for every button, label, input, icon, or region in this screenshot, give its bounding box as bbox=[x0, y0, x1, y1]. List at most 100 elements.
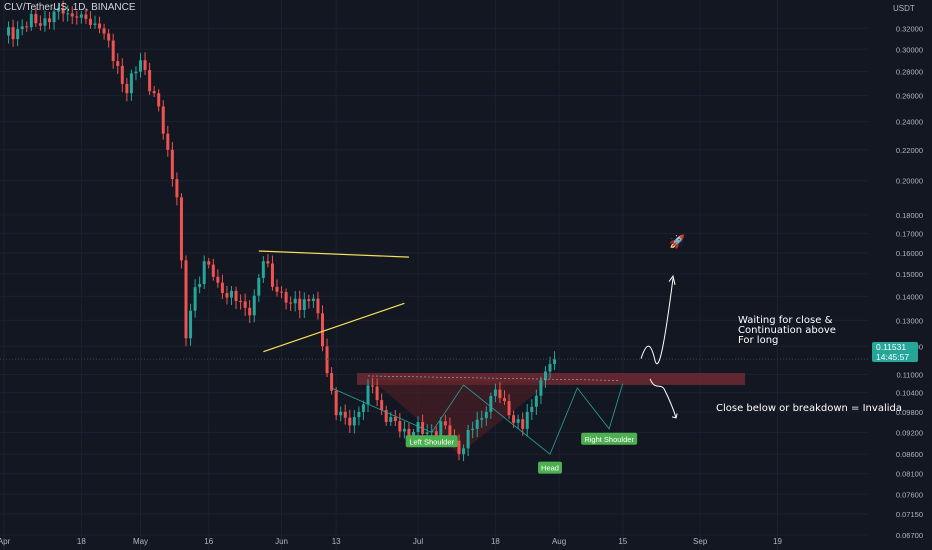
price-tick-label: 0.18000 bbox=[896, 211, 923, 220]
price-tick-label: 0.16000 bbox=[896, 249, 923, 258]
candle-bullish bbox=[357, 411, 361, 418]
candle-bearish bbox=[166, 133, 170, 150]
candle-bullish bbox=[352, 417, 356, 426]
right-shoulder-label-bg bbox=[581, 432, 638, 445]
candle-bearish bbox=[398, 421, 402, 432]
candle-bearish bbox=[225, 293, 229, 298]
candle-bullish bbox=[439, 421, 443, 438]
candle-bullish bbox=[29, 14, 33, 28]
candle-bearish bbox=[75, 16, 79, 18]
candle-bearish bbox=[375, 386, 379, 401]
candle-bullish bbox=[534, 395, 538, 407]
price-tick-label: 0.17000 bbox=[896, 229, 923, 238]
candle-bullish bbox=[530, 406, 534, 412]
candle-bullish bbox=[543, 371, 547, 381]
candle-bearish bbox=[161, 106, 165, 134]
invalidation-note: Close below or breakdown = Invalida bbox=[716, 403, 902, 414]
candle-bearish bbox=[170, 149, 174, 180]
candle-bearish bbox=[457, 440, 461, 455]
candle-bullish bbox=[361, 404, 365, 412]
left-shoulder-label-bg bbox=[405, 435, 458, 448]
candle-bullish bbox=[7, 27, 11, 36]
candle-bearish bbox=[211, 264, 215, 277]
price-tick-label: 0.08100 bbox=[896, 470, 923, 479]
time-tick-label: May bbox=[133, 537, 148, 546]
candle-bearish bbox=[380, 400, 384, 411]
price-tick-label: 0.14000 bbox=[896, 292, 923, 301]
price-tick-label: 0.09200 bbox=[896, 428, 923, 437]
candle-bearish bbox=[102, 28, 106, 34]
time-tick-label: Aug bbox=[552, 537, 566, 546]
candle-bearish bbox=[184, 260, 188, 339]
candle-bearish bbox=[220, 282, 224, 294]
candle-bearish bbox=[266, 261, 270, 264]
time-tick-label: 16 bbox=[204, 537, 213, 546]
symbol-title: CLV/TetherUS, 1D, BINANCE bbox=[4, 2, 136, 13]
right-shoulder-label: Right Shoulder bbox=[581, 432, 638, 445]
candle-bearish bbox=[334, 390, 338, 416]
pattern-labels: Left Shoulder Head Right Shoulder bbox=[405, 432, 638, 474]
price-tick-label: 0.11000 bbox=[896, 370, 923, 379]
candle-bearish bbox=[157, 93, 161, 107]
time-tick-label: 19 bbox=[773, 537, 782, 546]
candle-bearish bbox=[284, 292, 288, 303]
candle-bullish bbox=[480, 418, 484, 420]
candle-bearish bbox=[330, 373, 334, 391]
bearish-arrow-head bbox=[671, 413, 678, 419]
candle-bearish bbox=[280, 291, 284, 293]
candle-bearish bbox=[38, 23, 42, 26]
hs-pattern-line bbox=[331, 383, 624, 455]
candle-bullish bbox=[57, 8, 61, 12]
candle-bullish bbox=[139, 60, 142, 72]
time-tick-label: 15 bbox=[618, 537, 627, 546]
candle-bearish bbox=[84, 14, 88, 19]
price-tick-label: 0.07150 bbox=[896, 510, 923, 519]
time-tick-label: 18 bbox=[77, 537, 86, 546]
candle-bearish bbox=[207, 261, 211, 265]
candle-bearish bbox=[371, 385, 375, 387]
candle-bearish bbox=[143, 60, 147, 70]
candle-bullish bbox=[548, 364, 552, 372]
candle-bullish bbox=[466, 429, 470, 449]
candle-bullish bbox=[66, 13, 70, 15]
candle-bearish bbox=[116, 61, 120, 66]
last-price-tag: 0.11531 14:45:57 bbox=[872, 342, 918, 362]
candle-bearish bbox=[152, 91, 156, 94]
candle-bullish bbox=[525, 411, 529, 429]
candle-bearish bbox=[98, 23, 102, 29]
candle-bullish bbox=[339, 411, 343, 416]
price-tick-label: 0.26000 bbox=[896, 92, 923, 101]
price-tick-label: 0.24000 bbox=[896, 118, 923, 127]
candle-bearish bbox=[307, 299, 311, 301]
candle-bullish bbox=[412, 432, 415, 436]
drawings bbox=[0, 250, 868, 455]
candle-bullish bbox=[539, 380, 543, 396]
price-tick-label: 0.10400 bbox=[896, 389, 923, 398]
candle-bullish bbox=[516, 419, 520, 423]
candle-bullish bbox=[43, 18, 47, 26]
candle-bullish bbox=[489, 396, 493, 412]
head-label-bg bbox=[538, 461, 562, 474]
bullish-arrow-head bbox=[668, 274, 676, 286]
candle-bullish bbox=[389, 417, 393, 422]
candle-bullish bbox=[16, 29, 20, 40]
price-tick-label: 0.06700 bbox=[896, 531, 923, 540]
price-tick-label: 0.22000 bbox=[896, 146, 923, 155]
candle-bearish bbox=[448, 425, 452, 438]
candle-bearish bbox=[25, 26, 29, 28]
candle-bearish bbox=[61, 8, 65, 14]
candle-bullish bbox=[189, 310, 193, 339]
candle-bearish bbox=[507, 401, 511, 416]
candle-bearish bbox=[34, 14, 38, 24]
candle-bearish bbox=[148, 69, 152, 92]
candle-bullish bbox=[20, 26, 24, 30]
price-tick-label: 0.07600 bbox=[896, 490, 923, 499]
candle-bearish bbox=[289, 302, 293, 304]
time-tick-label: Jun bbox=[275, 537, 288, 546]
axis-currency-label[interactable]: USDT bbox=[893, 4, 915, 13]
price-tick-label: 0.13000 bbox=[896, 316, 923, 325]
bearish-projection-arrow bbox=[649, 378, 677, 419]
